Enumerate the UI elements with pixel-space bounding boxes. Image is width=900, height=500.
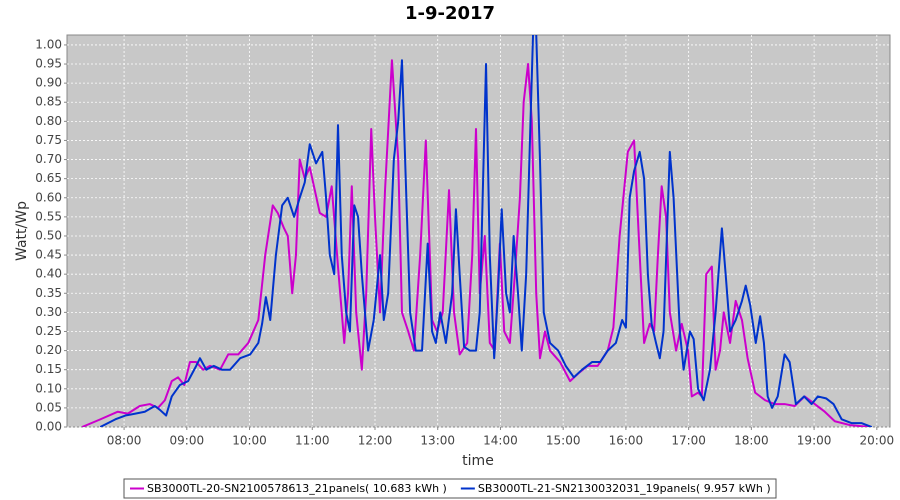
- x-tick-label: 09:00: [170, 434, 205, 448]
- x-axis-label: time: [462, 453, 494, 469]
- y-tick-label: 0.90: [35, 76, 62, 90]
- x-tick-label: 08:00: [107, 434, 142, 448]
- y-tick-label: 0.80: [35, 114, 62, 128]
- series-line: [99, 35, 873, 427]
- y-tick-label: 0.50: [35, 228, 62, 242]
- x-tick-label: 18:00: [734, 434, 769, 448]
- x-tick-label: 13:00: [420, 434, 455, 448]
- y-tick-label: 0.20: [35, 343, 62, 357]
- y-tick-label: 1.00: [35, 37, 62, 51]
- x-tick-label: 19:00: [797, 434, 832, 448]
- x-tick-label: 16:00: [609, 434, 644, 448]
- x-tick-label: 10:00: [232, 434, 267, 448]
- y-tick-label: 0.55: [35, 209, 62, 223]
- y-tick-label: 0.05: [35, 400, 62, 414]
- y-tick-label: 0.25: [35, 324, 62, 338]
- x-tick-label: 20:00: [860, 434, 895, 448]
- y-tick-label: 0.15: [35, 362, 62, 376]
- legend-label: SB3000TL-20-SN2100578613_21panels( 10.68…: [147, 482, 447, 495]
- y-tick-label: 0.85: [35, 95, 62, 109]
- legend: [123, 478, 777, 499]
- y-tick-label: 0.75: [35, 133, 62, 147]
- chart-title: 1-9-2017: [405, 3, 495, 24]
- y-tick-label: 0.40: [35, 267, 62, 281]
- y-axis-label: Watt/Wp: [14, 201, 30, 261]
- y-tick-label: 0.10: [35, 381, 62, 395]
- y-tick-label: 0.30: [35, 305, 62, 319]
- x-tick-label: 14:00: [483, 434, 518, 448]
- y-tick-label: 0.60: [35, 190, 62, 204]
- x-tick-label: 11:00: [295, 434, 330, 448]
- x-tick-label: 15:00: [546, 434, 581, 448]
- x-tick-label: 12:00: [358, 434, 393, 448]
- y-tick-label: 0.70: [35, 152, 62, 166]
- legend-label: SB3000TL-21-SN2130032031_19panels( 9.957…: [478, 482, 771, 495]
- x-tick-label: 17:00: [671, 434, 706, 448]
- y-tick-label: 0.65: [35, 171, 62, 185]
- y-tick-label: 0.35: [35, 286, 62, 300]
- y-tick-label: 0.00: [35, 420, 62, 434]
- y-tick-label: 0.95: [35, 57, 62, 71]
- y-tick-label: 0.45: [35, 248, 62, 262]
